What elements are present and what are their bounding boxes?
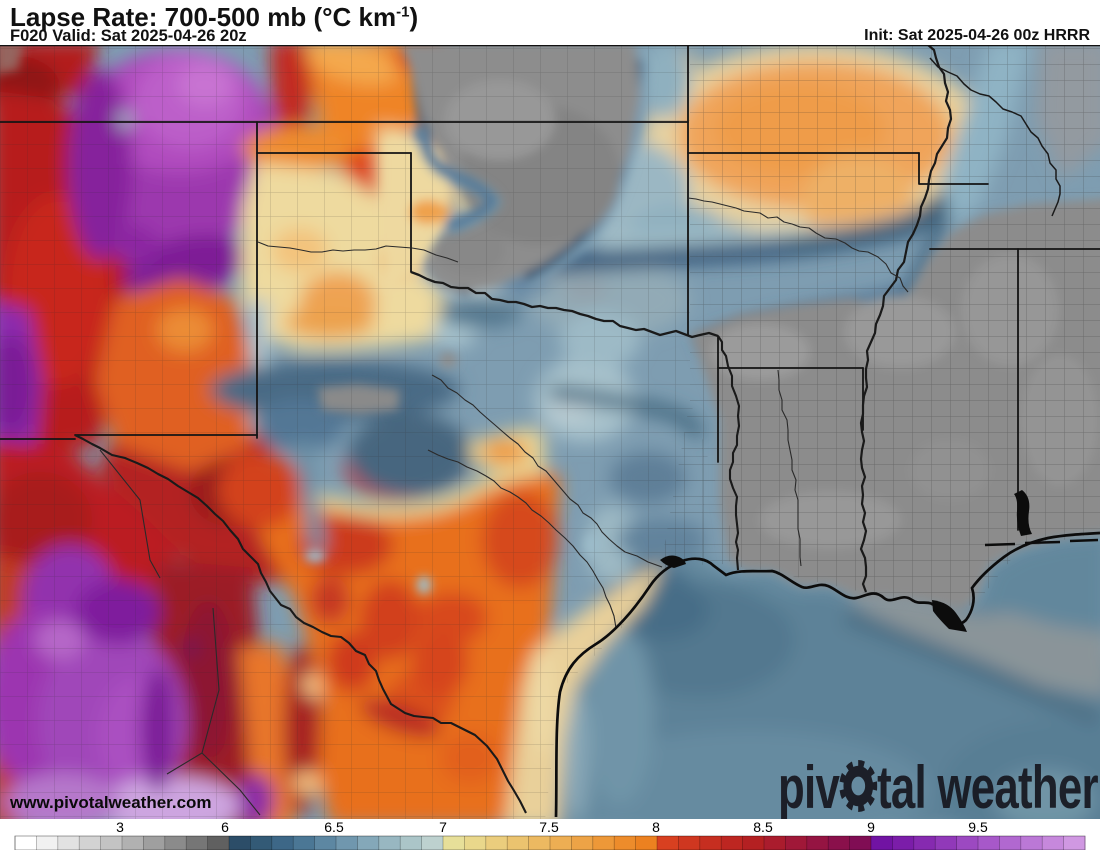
svg-text:7: 7 <box>439 819 447 835</box>
svg-text:3: 3 <box>116 819 124 835</box>
svg-text:9.5: 9.5 <box>968 819 988 835</box>
svg-text:8: 8 <box>652 819 660 835</box>
svg-text:6: 6 <box>221 819 229 835</box>
svg-text:9: 9 <box>867 819 875 835</box>
svg-text:7.5: 7.5 <box>539 819 559 835</box>
svg-text:8.5: 8.5 <box>753 819 773 835</box>
svg-text:6.5: 6.5 <box>324 819 344 835</box>
